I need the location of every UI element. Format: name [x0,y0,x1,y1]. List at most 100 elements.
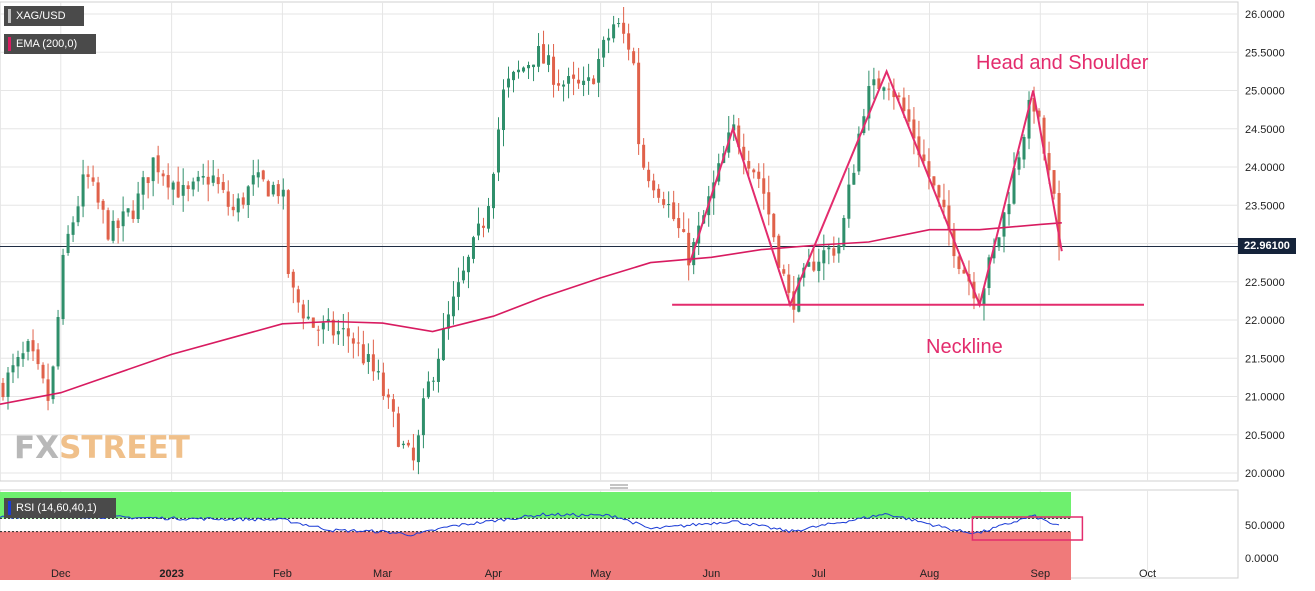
ema-200-line [0,222,1062,405]
candle-body [867,86,871,119]
candle-body [812,261,816,271]
candle-body [436,358,440,382]
candle-body [1022,136,1026,160]
candle-body [491,173,495,209]
y-tick-label: 25.0000 [1245,86,1285,98]
candle-body [251,175,255,185]
candle-body [276,184,280,197]
y-tick-label: 22.5000 [1245,277,1285,289]
candle-body [401,443,405,446]
candle-body [927,161,931,177]
candle-body [877,78,881,89]
candle-body [572,74,576,79]
candle-body [101,200,105,210]
candle-body [637,62,641,145]
candle-body [662,199,666,205]
candle-body [171,182,175,190]
candle-body [71,222,75,235]
candle-body [997,237,1001,248]
candle-body [822,250,826,264]
candle-body [186,185,190,190]
candle-body [481,225,485,228]
rsi-line [0,512,1084,541]
candle-body [191,181,195,190]
candles [1,7,1061,475]
candle-body [281,189,285,197]
candle-body [932,176,936,186]
candle-body [917,136,921,156]
y-tick-label: 26.0000 [1245,9,1285,21]
candle-body [106,210,110,240]
candle-body [532,64,536,68]
candle-body [271,184,275,195]
candle-body [592,78,596,85]
fxstreet-watermark: FXSTREET [14,430,190,466]
candle-body [111,220,115,241]
candle-body [411,447,415,461]
candle-body [56,317,60,367]
candle-body [456,282,460,297]
candle-body [86,174,90,177]
candle-body [652,180,656,191]
candle-body [406,442,410,446]
candle-body [156,155,160,173]
candle-body [947,205,951,231]
candle-body [832,248,836,256]
candle-body [1002,212,1006,237]
candle-body [1012,168,1016,204]
candle-body [792,291,796,310]
candle-body [632,51,636,64]
candle-body [907,109,911,122]
candle-body [391,399,395,412]
candle-body [91,177,95,182]
candle-body [667,204,671,206]
candle-body [767,192,771,215]
candle-body [181,184,185,196]
candle-body [1,382,5,398]
candle-body [587,77,591,81]
candle-body [381,372,385,396]
candle-body [316,329,320,331]
candle-body [286,190,290,274]
candle-body [512,71,516,81]
candle-body [46,379,50,401]
head-and-shoulder-pattern-line [689,68,1063,308]
candle-body [96,182,100,203]
candle-body [757,171,761,179]
y-tick-label: 21.0000 [1245,392,1285,404]
candle-body [291,271,295,288]
candle-body [687,232,691,266]
candle-body [116,220,120,228]
candle-body [787,274,791,293]
y-tick-label: 20.0000 [1245,468,1285,480]
candle-body [396,413,400,447]
y-tick-label: 24.0000 [1245,162,1285,174]
candle-body [847,184,851,219]
candle-body [942,199,946,208]
pattern-lines [672,68,1144,308]
current-price-tag: 22.96100 [1238,238,1296,254]
candle-body [1017,157,1021,170]
y-tick-label: 21.5000 [1245,353,1285,365]
candle-body [461,270,465,281]
candle-body [11,365,15,373]
candle-body [912,119,916,139]
candle-body [471,237,475,259]
candle-body [1037,110,1041,117]
symbol-label: XAG/USD [16,10,66,22]
rsi-oversold-zone [0,531,1071,580]
candle-body [837,245,841,254]
candle-body [331,319,335,336]
candle-body [627,33,631,50]
candle-body [201,175,205,178]
candle-body [797,277,801,312]
candle-body [256,172,260,178]
candle-body [16,357,20,367]
candle-body [176,181,180,198]
candle-body [762,178,766,194]
candle-body [131,210,135,219]
pattern-annotation: Head and Shoulder [976,52,1149,74]
candle-body [1042,117,1046,154]
candle-body [857,133,861,172]
candle-body [607,37,611,41]
